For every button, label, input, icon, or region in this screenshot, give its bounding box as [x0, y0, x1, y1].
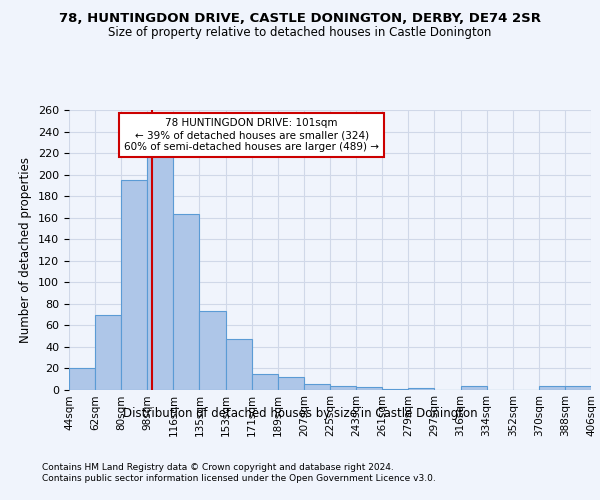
Text: Contains HM Land Registry data © Crown copyright and database right 2024.: Contains HM Land Registry data © Crown c… — [42, 462, 394, 471]
Bar — [148, 156, 173, 390]
Text: Distribution of detached houses by size in Castle Donington: Distribution of detached houses by size … — [122, 408, 478, 420]
Bar — [226, 340, 252, 390]
Bar — [69, 368, 95, 390]
Text: 78 HUNTINGDON DRIVE: 101sqm
← 39% of detached houses are smaller (324)
60% of se: 78 HUNTINGDON DRIVE: 101sqm ← 39% of det… — [124, 118, 379, 152]
Bar — [356, 387, 382, 390]
Bar — [382, 389, 409, 390]
Text: Size of property relative to detached houses in Castle Donington: Size of property relative to detached ho… — [109, 26, 491, 39]
Bar — [95, 314, 121, 390]
Bar — [278, 377, 304, 390]
Bar — [539, 386, 565, 390]
Bar — [199, 312, 226, 390]
Bar — [304, 384, 330, 390]
Bar — [121, 180, 148, 390]
Bar — [173, 214, 199, 390]
Y-axis label: Number of detached properties: Number of detached properties — [19, 157, 32, 343]
Bar — [252, 374, 278, 390]
Bar — [565, 386, 591, 390]
Bar — [330, 386, 356, 390]
Bar — [461, 386, 487, 390]
Text: 78, HUNTINGDON DRIVE, CASTLE DONINGTON, DERBY, DE74 2SR: 78, HUNTINGDON DRIVE, CASTLE DONINGTON, … — [59, 12, 541, 26]
Bar — [408, 388, 434, 390]
Text: Contains public sector information licensed under the Open Government Licence v3: Contains public sector information licen… — [42, 474, 436, 483]
